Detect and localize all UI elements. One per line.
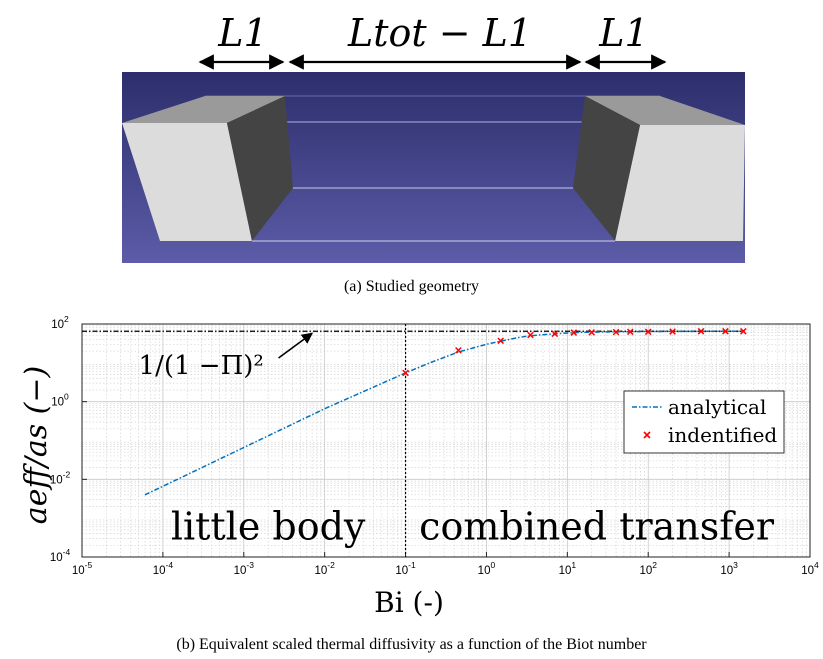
annotation-combined-transfer: combined transfer — [419, 505, 775, 549]
x-tick-label: 10-3 — [234, 560, 255, 577]
legend: analytical indentified — [623, 390, 785, 454]
x-tick-label: 100 — [478, 560, 496, 577]
annotation-formula: 1/(1 −Π)² — [139, 351, 264, 381]
indentified-series — [402, 327, 747, 377]
left-block-inner-face — [227, 96, 293, 241]
x-tick-label: 10-5 — [72, 560, 93, 577]
indentified-point — [722, 327, 729, 335]
indentified-point — [644, 328, 652, 336]
dim-label-right: L1 — [598, 11, 648, 55]
analytical-series — [144, 330, 744, 496]
x-tick-label: 101 — [559, 560, 577, 577]
indentified-point — [697, 327, 705, 335]
dim-label-middle: Ltot − L1 — [347, 11, 532, 55]
indentified-point — [570, 329, 578, 336]
axis-ticks — [81, 323, 811, 558]
indentified-point — [588, 329, 596, 336]
indentified-point — [740, 327, 747, 335]
annotation-formula-arrow — [278, 332, 314, 359]
right-block-front — [615, 125, 745, 241]
left-block-front — [122, 123, 252, 241]
legend-box — [623, 390, 785, 454]
indentified-point — [669, 328, 676, 335]
right-block-top — [585, 96, 745, 125]
annotation-little-body: little body — [171, 505, 366, 549]
left-block-top — [122, 96, 285, 123]
geometry-panel: L1 Ltot − L1 L1 — [122, 11, 745, 263]
x-tick-label: 10-4 — [153, 560, 174, 577]
indentified-point — [402, 369, 409, 377]
y-tick-label: 10-4 — [50, 547, 71, 564]
y-tick-label: 102 — [51, 314, 69, 331]
x-tick-label: 10-1 — [395, 560, 416, 577]
indentified-point — [527, 331, 534, 339]
x-axis-label: Bi (-) — [374, 586, 444, 619]
dim-label-left: L1 — [217, 11, 267, 55]
grid-minor — [82, 324, 810, 557]
caption-b: (b) Equivalent scaled thermal diffusivit… — [176, 636, 647, 653]
chart-panel: 10-5 10-4 10-3 10-2 10-1 100 101 102 103 10410-41… — [19, 314, 819, 619]
indentified-point — [497, 337, 505, 345]
legend-indentified-label: indentified — [668, 423, 777, 447]
x-tick-label: 103 — [720, 560, 738, 577]
x-tick-label: 104 — [801, 560, 819, 577]
y-axis-label: aeff/as (−) — [19, 366, 54, 524]
legend-analytical-label: analytical — [668, 395, 766, 419]
x-tick-label: 102 — [639, 560, 657, 577]
right-block-inner-face — [573, 96, 640, 241]
indentified-point — [455, 346, 462, 354]
caption-a: (a) Studied geometry — [343, 278, 480, 295]
indentified-point — [626, 328, 634, 336]
reference-lines — [82, 324, 744, 557]
analytical-line — [144, 330, 744, 496]
legend-indentified-swatch — [643, 431, 651, 439]
x-tick-label: 10-2 — [314, 560, 335, 577]
indentified-point — [551, 330, 559, 338]
indentified-point — [612, 328, 620, 336]
plot-frame — [81, 323, 811, 558]
